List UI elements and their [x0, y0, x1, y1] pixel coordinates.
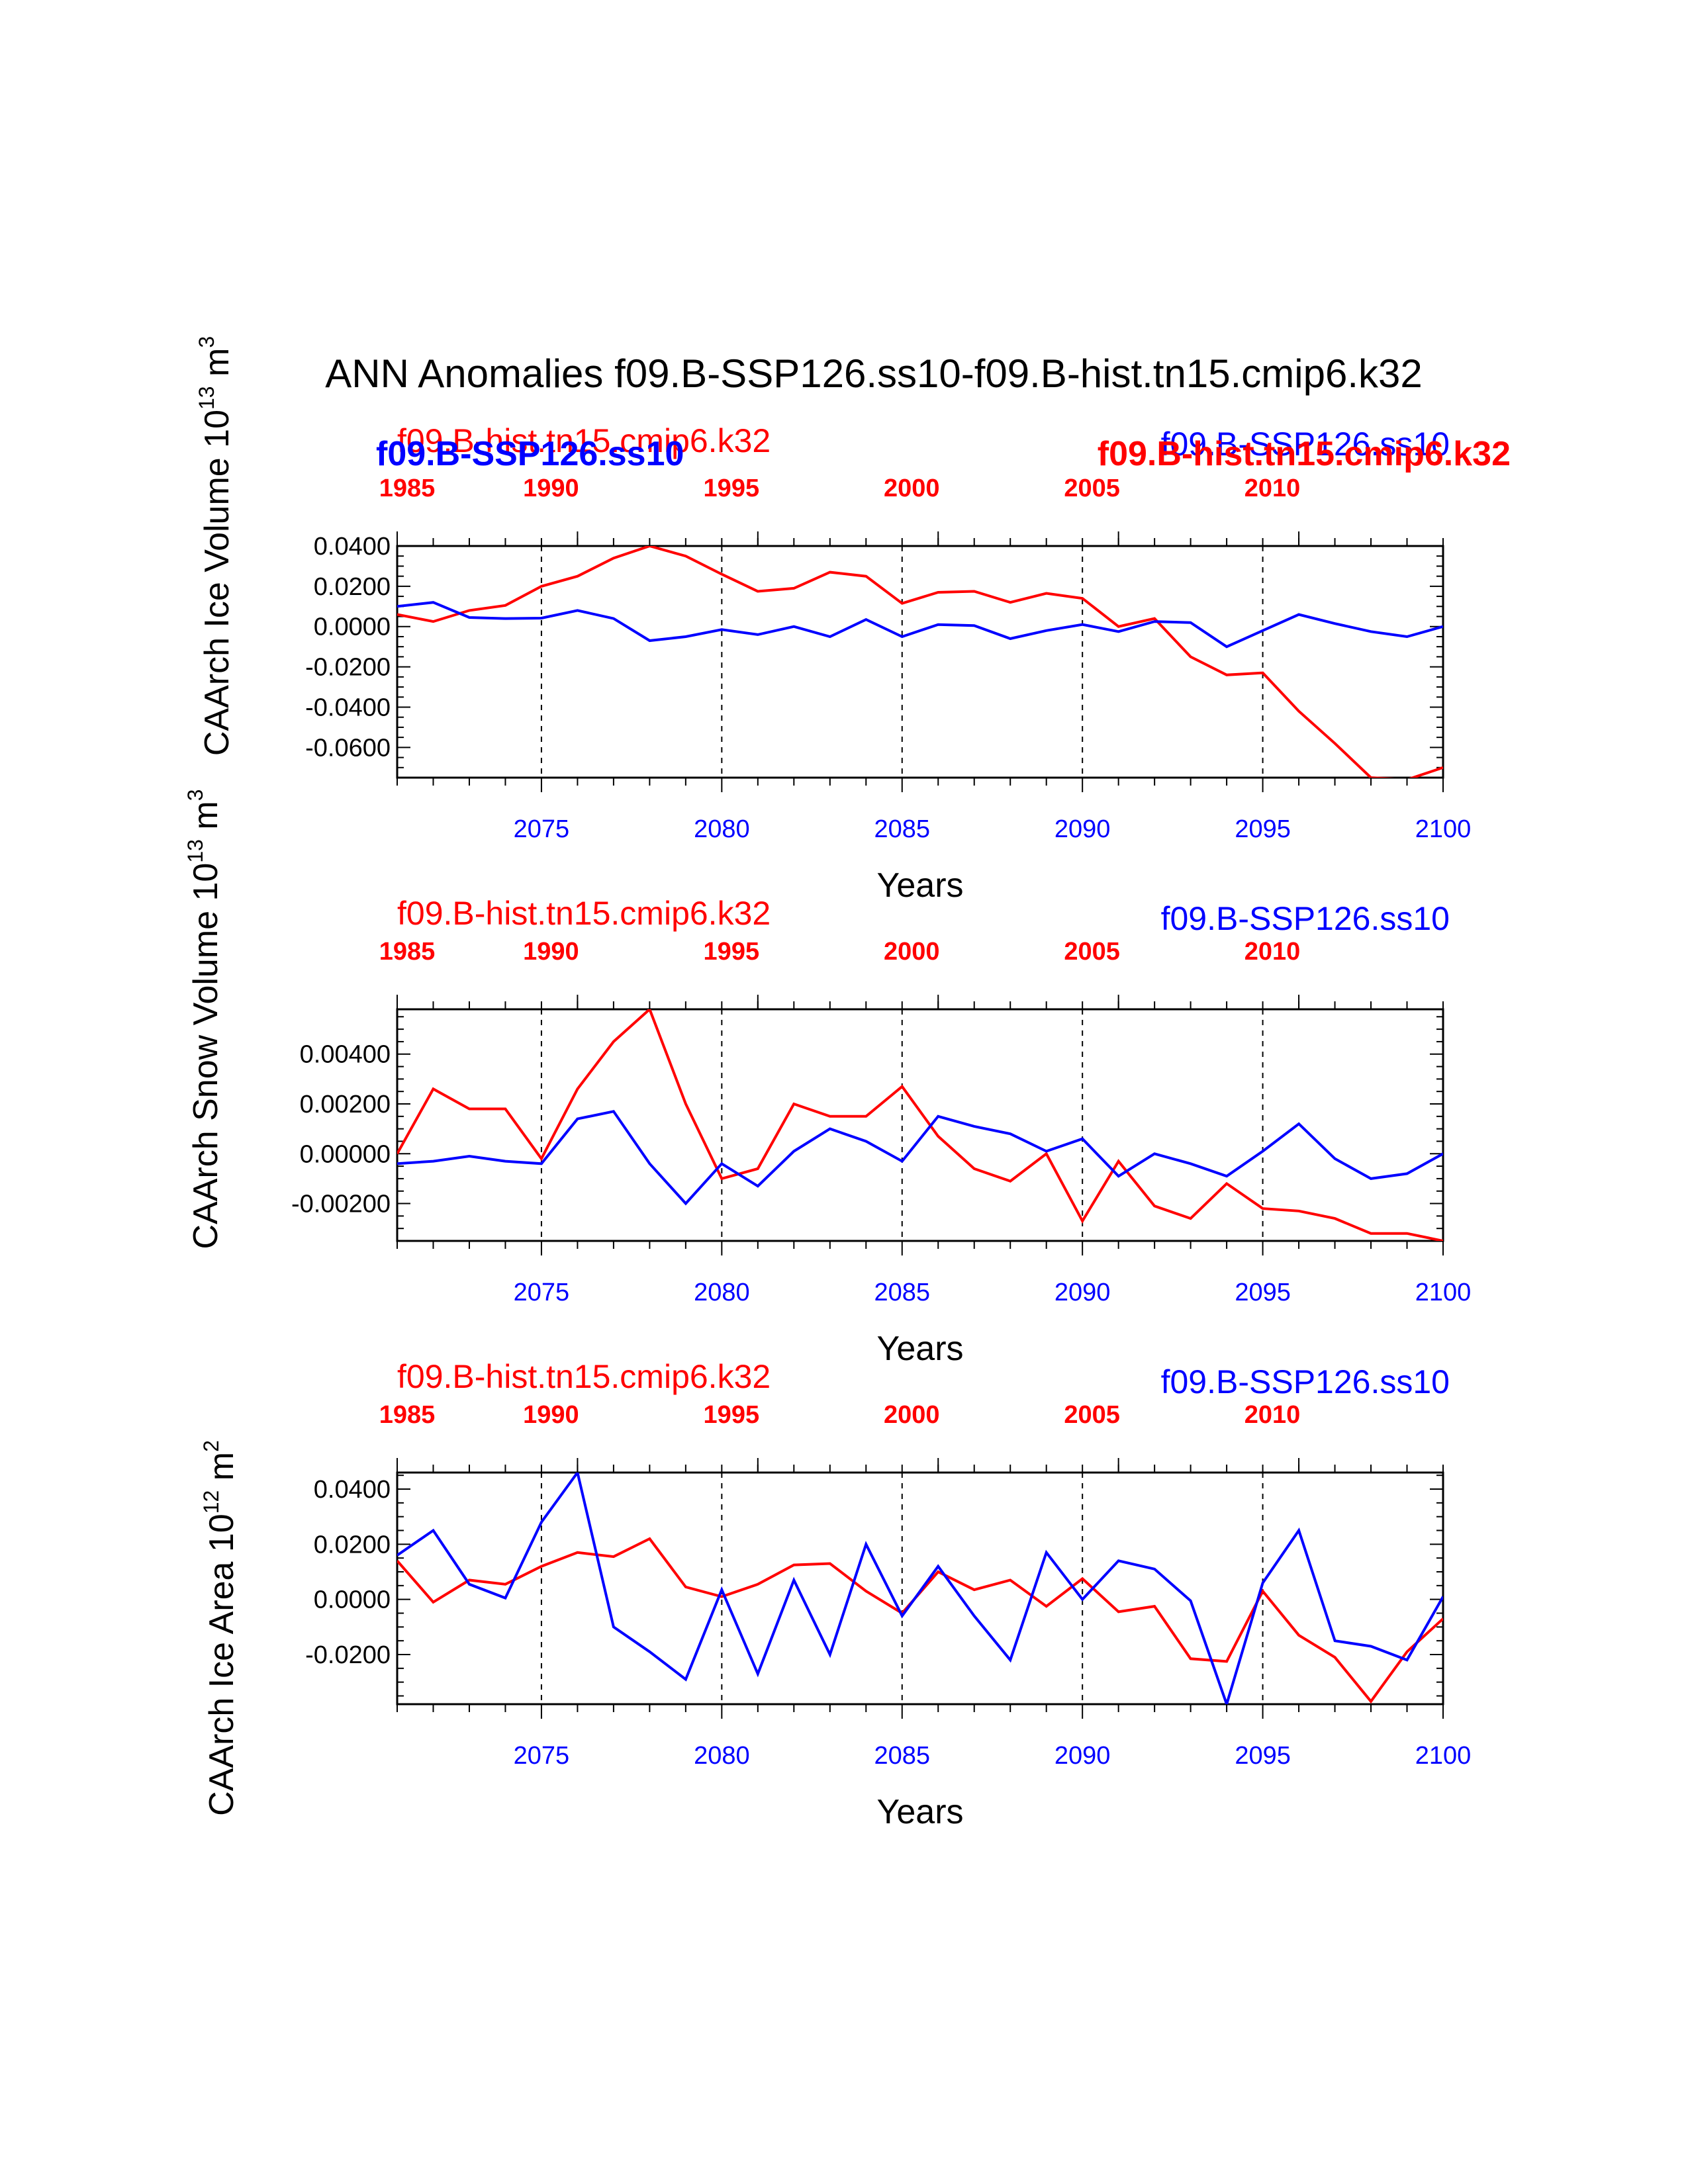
ice-area-panel: f09.B-hist.tn15.cmip6.k32 f09.B-SSP126.s…: [199, 1358, 1471, 1831]
control-case-label-bold: f09.B-hist.tn15.cmip6.k32: [1098, 435, 1511, 473]
x-tick-label: 2085: [874, 815, 930, 843]
y-tick-label: 0.0200: [314, 1531, 391, 1559]
x-axis-title: Years: [876, 1330, 963, 1368]
series-line-control: [397, 1537, 1443, 1704]
plot-frame: [396, 1471, 1444, 1706]
svg-text:CAArch Ice Area 1012 m2: CAArch Ice Area 1012 m2: [199, 1440, 241, 1816]
ice-volume-y-axis-title: CAArch Ice Volume 1013 m3: [195, 336, 236, 756]
control-case-label: f09.B-hist.tn15.cmip6.k32: [397, 1358, 771, 1395]
top-tick-label: 1995: [704, 938, 760, 966]
top-tick-label: 2005: [1064, 475, 1120, 502]
svg-text:CAArch Ice Volume 1013 m3: CAArch Ice Volume 1013 m3: [195, 336, 236, 756]
x-tick-label: 2100: [1415, 1279, 1472, 1306]
top-tick-label: 1995: [704, 1401, 760, 1429]
y-tick-label: -0.0400: [305, 694, 391, 721]
x-tick-label: 2095: [1235, 1742, 1291, 1770]
case-label: f09.B-SSP126.ss10: [1161, 426, 1450, 463]
snow-volume-y-axis-title: CAArch Snow Volume 1013 m3: [183, 789, 225, 1249]
top-tick-label: 1990: [523, 938, 579, 966]
ice-volume-panel: f09.B-hist.tn15.cmip6.k32 f09.B-SSP126.s…: [195, 336, 1511, 905]
top-tick-label: 2010: [1244, 1401, 1301, 1429]
y-tick-label: -0.0200: [305, 1641, 391, 1669]
snow-volume-panel: f09.B-hist.tn15.cmip6.k32 f09.B-SSP126.s…: [183, 789, 1471, 1368]
series-line-case: [397, 601, 1443, 649]
series-line-control: [397, 546, 1443, 778]
x-tick-label: 2100: [1415, 815, 1472, 843]
top-tick-label: 1985: [379, 938, 436, 966]
y-tick-label: 0.0200: [314, 573, 391, 601]
top-tick-label: 2000: [884, 1401, 940, 1429]
x-tick-label: 2100: [1415, 1742, 1472, 1770]
x-tick-label: 2090: [1055, 1742, 1111, 1770]
x-tick-label: 2075: [514, 1742, 570, 1770]
y-tick-label: -0.0200: [305, 654, 391, 682]
case-label-bold: f09.B-SSP126.ss10: [376, 435, 684, 473]
x-tick-label: 2080: [694, 815, 750, 843]
control-case-label: f09.B-hist.tn15.cmip6.k32: [397, 895, 771, 932]
y-tick-label: 0.0400: [314, 533, 391, 561]
y-tick-label: 0.0400: [314, 1476, 391, 1504]
x-tick-label: 2080: [694, 1742, 750, 1770]
plot-frame: [396, 545, 1444, 779]
control-case-label: f09.B-hist.tn15.cmip6.k32: [397, 422, 771, 459]
top-tick-label: 1990: [523, 1401, 579, 1429]
top-tick-label: 1985: [379, 475, 436, 502]
y-tick-label: 0.0000: [314, 1586, 391, 1614]
y-tick-label: 0.00200: [300, 1091, 391, 1118]
y-tick-label: -0.00200: [291, 1191, 391, 1218]
x-axis-title: Years: [876, 1793, 963, 1831]
series-line-control: [397, 1009, 1443, 1241]
top-tick-label: 2010: [1244, 938, 1301, 966]
y-tick-label: -0.0600: [305, 734, 391, 762]
x-tick-label: 2075: [514, 1279, 570, 1306]
top-tick-label: 2000: [884, 475, 940, 502]
top-tick-label: 2010: [1244, 475, 1301, 502]
top-tick-label: 1985: [379, 1401, 436, 1429]
case-label: f09.B-SSP126.ss10: [1161, 1363, 1450, 1400]
x-tick-label: 2085: [874, 1279, 930, 1306]
main-title: ANN Anomalies f09.B-SSP126.ss10-f09.B-hi…: [325, 351, 1423, 396]
svg-text:CAArch Snow Volume 1013 m3: CAArch Snow Volume 1013 m3: [183, 789, 225, 1249]
plot-frame: [396, 1008, 1444, 1242]
x-tick-label: 2075: [514, 815, 570, 843]
case-label: f09.B-SSP126.ss10: [1161, 900, 1450, 937]
top-tick-label: 1990: [523, 475, 579, 502]
top-tick-label: 2000: [884, 938, 940, 966]
series-line-case: [397, 1473, 1443, 1704]
x-tick-label: 2095: [1235, 1279, 1291, 1306]
x-tick-label: 2090: [1055, 815, 1111, 843]
y-tick-label: 0.00000: [300, 1140, 391, 1168]
top-tick-label: 2005: [1064, 938, 1120, 966]
top-tick-label: 2005: [1064, 1401, 1120, 1429]
x-tick-label: 2085: [874, 1742, 930, 1770]
x-tick-label: 2090: [1055, 1279, 1111, 1306]
ice-area-y-axis-title: CAArch Ice Area 1012 m2: [199, 1440, 241, 1816]
y-tick-label: 0.0000: [314, 614, 391, 641]
series-line-case: [397, 1110, 1443, 1206]
x-axis-title: Years: [876, 866, 963, 905]
y-tick-label: 0.00400: [300, 1041, 391, 1069]
x-tick-label: 2095: [1235, 815, 1291, 843]
x-tick-label: 2080: [694, 1279, 750, 1306]
top-tick-label: 1995: [704, 475, 760, 502]
